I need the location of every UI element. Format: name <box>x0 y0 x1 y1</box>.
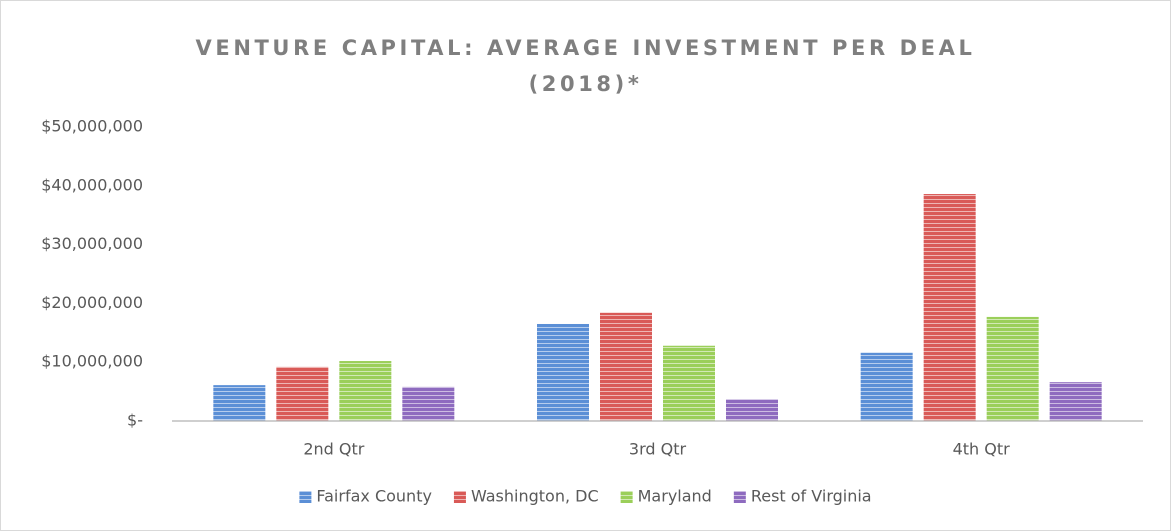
legend-label: Rest of Virginia <box>751 487 872 506</box>
bar <box>339 361 392 421</box>
title-box: VENTURE CAPITAL: AVERAGE INVESTMENT PER … <box>0 30 1171 102</box>
y-tick-label: $40,000,000 <box>41 175 143 194</box>
bar <box>860 352 913 421</box>
bar <box>213 385 266 421</box>
legend-swatch <box>733 491 746 503</box>
y-tick-label: $- <box>127 411 143 430</box>
x-tick-label: 3rd Qtr <box>629 440 687 459</box>
y-tick-label: $10,000,000 <box>41 352 143 371</box>
x-tick-label: 4th Qtr <box>953 440 1011 459</box>
chart-title: VENTURE CAPITAL: AVERAGE INVESTMENT PER … <box>195 36 976 96</box>
bar <box>600 312 652 421</box>
legend: Fairfax County Washington, DC Maryland Rest… <box>299 487 872 506</box>
legend-label: Washington, DC <box>471 487 599 506</box>
y-tick-label: $20,000,000 <box>41 293 143 312</box>
bar <box>276 366 329 421</box>
legend-label: Maryland <box>638 487 712 506</box>
bar <box>402 386 455 421</box>
y-tick-label: $30,000,000 <box>41 234 143 253</box>
bar <box>986 316 1039 421</box>
legend-swatch <box>620 491 633 503</box>
bar <box>923 194 976 421</box>
legend-swatch <box>299 491 312 503</box>
legend-swatch <box>453 491 466 503</box>
x-tick-label: 2nd Qtr <box>303 440 364 459</box>
y-tick-label: $50,000,000 <box>41 117 143 136</box>
bar <box>726 399 778 421</box>
bar <box>537 323 589 421</box>
bar <box>663 345 715 421</box>
legend-label: Fairfax County <box>316 487 432 506</box>
bar <box>1049 382 1102 421</box>
